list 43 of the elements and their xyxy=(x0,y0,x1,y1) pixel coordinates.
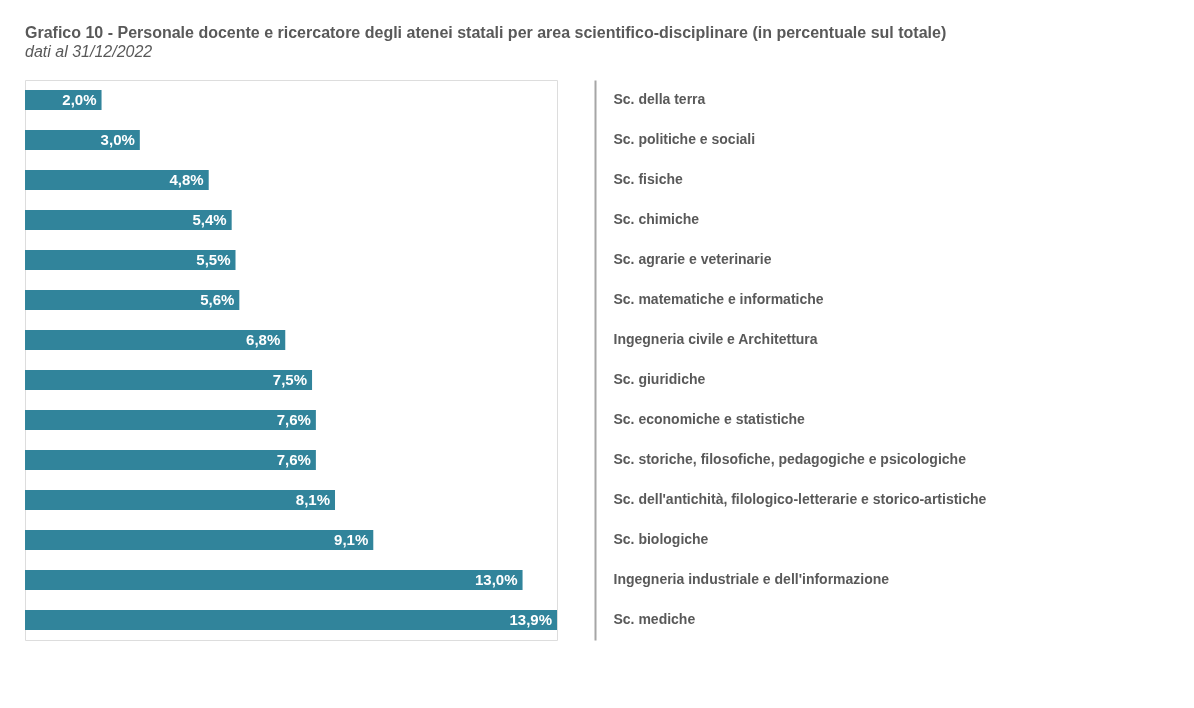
data-label: 13,9% xyxy=(509,611,552,628)
bar xyxy=(25,570,523,590)
y-tick-label: Ingegneria industriale e dell'informazione xyxy=(613,571,890,587)
bar xyxy=(25,130,140,150)
data-label: 9,1% xyxy=(334,531,369,548)
bar xyxy=(25,490,336,510)
bar xyxy=(25,610,557,630)
data-label: 5,6% xyxy=(200,291,235,308)
y-tick-label: Sc. giuridiche xyxy=(613,371,706,387)
data-label: 5,4% xyxy=(192,211,227,228)
y-tick-label: Sc. politiche e sociali xyxy=(613,131,756,147)
y-tick-label: Sc. matematiche e informatiche xyxy=(613,291,824,307)
data-label: 5,5% xyxy=(196,251,231,268)
y-tick-label: Sc. biologiche xyxy=(613,531,709,547)
data-label: 3,0% xyxy=(100,131,135,148)
bar xyxy=(25,530,374,550)
data-label: 4,8% xyxy=(169,171,204,188)
y-tick-label: Sc. della terra xyxy=(613,91,706,107)
y-tick-label: Sc. mediche xyxy=(613,611,696,627)
bar xyxy=(25,170,209,190)
data-label: 8,1% xyxy=(295,491,331,508)
chart-subtitle: dati al 31/12/2022 xyxy=(25,43,153,60)
bar xyxy=(25,290,240,310)
y-tick-label: Sc. chimiche xyxy=(613,211,700,227)
y-tick-label: Sc. storiche, filosofiche, pedagogiche e psicologiche xyxy=(613,451,967,467)
bar xyxy=(25,370,313,390)
chart-title: Grafico 10 - Personale docente e ricercatore degli atenei statali per area scientifico-disciplinare (in percentuale sul totale) xyxy=(25,24,947,41)
data-label: 7,6% xyxy=(276,451,311,468)
y-tick-label: Ingegneria civile e Architettura xyxy=(613,331,818,347)
data-label: 13,0% xyxy=(475,571,518,588)
data-label: 7,5% xyxy=(272,371,308,388)
data-label: 6,8% xyxy=(246,331,281,348)
bar xyxy=(25,250,236,270)
bar xyxy=(25,450,316,470)
y-tick-label: Sc. fisiche xyxy=(613,171,683,187)
y-tick-label: Sc. economiche e statistiche xyxy=(613,411,806,427)
data-label: 7,6% xyxy=(276,411,311,428)
data-label: 2,0% xyxy=(62,91,97,108)
bar xyxy=(25,210,232,230)
bar xyxy=(25,410,316,430)
y-tick-label: Sc. agrarie e veterinarie xyxy=(613,251,772,267)
bar xyxy=(25,330,286,350)
y-tick-label: Sc. dell'antichità, filologico-letterarie e storico-artistiche xyxy=(613,491,987,507)
